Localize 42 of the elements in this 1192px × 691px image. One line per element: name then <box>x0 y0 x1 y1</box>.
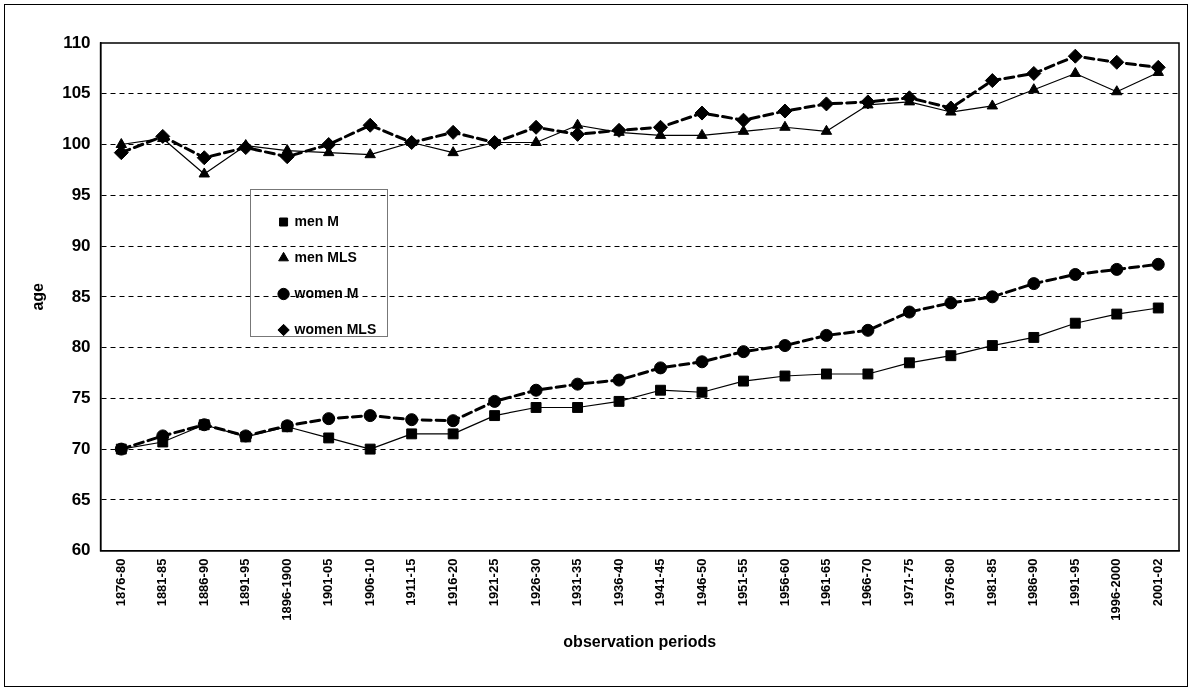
x-tick-label: 1981-85 <box>983 558 999 607</box>
x-tick-label: 1886-90 <box>195 558 211 607</box>
x-tick-label: 1956-60 <box>776 558 792 607</box>
legend-label: men M <box>294 212 339 229</box>
y-tick-label: 95 <box>71 184 91 204</box>
x-tick-label: 1966-70 <box>859 558 875 607</box>
x-tick-label: 1996-2000 <box>1108 558 1124 621</box>
x-tick-label: 2001-02 <box>1149 558 1165 607</box>
x-tick-label: 1901-05 <box>320 558 336 607</box>
x-tick-label: 1991-95 <box>1066 558 1082 607</box>
y-tick-label: 100 <box>62 134 91 154</box>
y-tick-label: 105 <box>62 83 91 103</box>
y-tick-label: 60 <box>71 540 91 560</box>
x-tick-label: 1916-20 <box>444 558 460 607</box>
x-tick-label: 1906-10 <box>361 558 377 607</box>
x-tick-label: 1936-40 <box>610 558 626 607</box>
x-tick-label: 1921-25 <box>486 558 502 607</box>
x-tick-label: 1881-85 <box>154 558 170 607</box>
y-tick-label: 70 <box>71 438 91 458</box>
y-tick-label: 85 <box>71 286 91 306</box>
y-tick-label: 65 <box>71 489 91 509</box>
x-tick-label: 1896-1900 <box>278 558 294 621</box>
y-axis-title: age <box>29 282 47 311</box>
x-tick-label: 1876-80 <box>112 558 128 607</box>
y-tick-label: 80 <box>71 337 91 357</box>
y-tick-label: 90 <box>71 235 91 255</box>
legend-label: men MLS <box>294 248 357 265</box>
x-tick-label: 1971-75 <box>900 558 916 607</box>
x-tick-label: 1951-55 <box>735 558 751 607</box>
x-tick-label: 1911-15 <box>403 558 419 606</box>
x-tick-label: 1946-50 <box>693 558 709 607</box>
x-tick-label: 1986-90 <box>1025 558 1041 607</box>
x-tick-label: 1961-65 <box>818 558 834 607</box>
x-axis-title: observation periods <box>563 632 717 650</box>
legend-label: women MLS <box>293 320 377 337</box>
x-tick-label: 1926-30 <box>527 558 543 607</box>
x-tick-label: 1891-95 <box>237 558 253 607</box>
x-tick-label: 1931-35 <box>569 558 585 607</box>
y-tick-label: 110 <box>63 32 91 52</box>
x-tick-label: 1941-45 <box>652 558 668 607</box>
y-tick-label: 75 <box>71 388 91 408</box>
x-tick-label: 1976-80 <box>942 558 958 607</box>
